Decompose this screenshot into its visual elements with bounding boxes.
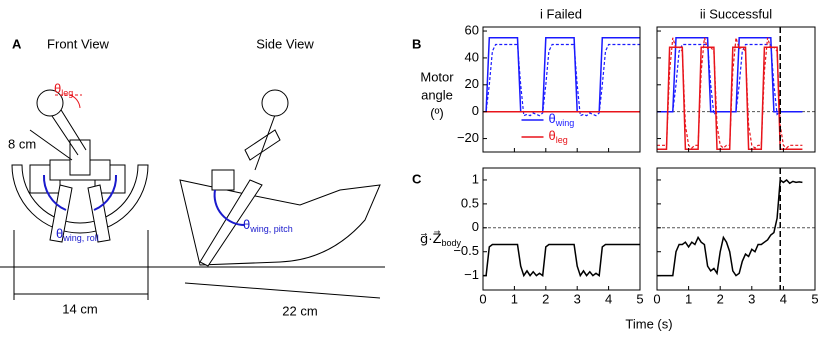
front-body xyxy=(69,139,91,176)
y-label: (º) xyxy=(430,105,443,120)
x-tick-label: 4 xyxy=(780,291,787,306)
leg-angle xyxy=(69,94,81,109)
panel-label: B xyxy=(412,36,421,51)
front-leg xyxy=(47,104,87,156)
symbol: θ xyxy=(549,128,556,143)
symbol: θ xyxy=(54,81,61,96)
series-line xyxy=(657,178,803,277)
view-title: Front View xyxy=(47,36,110,51)
panel-label: C xyxy=(412,171,422,186)
view-title: Side View xyxy=(256,36,314,51)
front-wing xyxy=(49,184,73,243)
roll-arrow xyxy=(42,174,67,211)
y-tick-label: 0.5 xyxy=(461,195,479,210)
x-tick-label: 1 xyxy=(511,291,518,306)
dimension: 14 cm xyxy=(62,301,97,316)
plot-frame xyxy=(656,167,816,291)
roll-arrow xyxy=(93,174,118,211)
symbol: θ xyxy=(56,226,63,241)
symbol: θ xyxy=(549,111,556,126)
y-tick-label: −1 xyxy=(464,267,479,282)
dim-22cm xyxy=(184,282,381,299)
plot-frame xyxy=(656,26,816,153)
side-shell xyxy=(179,179,381,266)
y-tick-label: 1 xyxy=(472,171,479,186)
panel-a-drawing xyxy=(0,89,385,300)
y-label: Motor xyxy=(420,69,454,84)
y-tick-label: −0.5 xyxy=(453,243,479,258)
front-wing xyxy=(87,184,111,243)
expression: g⃗·Z⃗ xyxy=(420,231,442,246)
dimension: 22 cm xyxy=(282,303,317,318)
y-tick-label: 40 xyxy=(465,49,479,64)
front-shell xyxy=(11,164,149,234)
series-line xyxy=(483,37,640,113)
x-tick-label: 3 xyxy=(574,291,581,306)
x-tick-label: 5 xyxy=(636,291,643,306)
dimension: 8 cm xyxy=(8,136,36,151)
theta-leg: θleg xyxy=(54,81,73,98)
subscript: wing, pitch xyxy=(249,224,293,234)
x-label: Time (s) xyxy=(625,316,672,331)
series-line xyxy=(483,43,640,117)
pitch-arrow xyxy=(213,189,246,227)
symbol: θ xyxy=(243,217,250,232)
series-line xyxy=(657,37,803,149)
x-tick-label: 2 xyxy=(542,291,549,306)
side-part xyxy=(211,169,235,191)
panel-label: A xyxy=(12,36,22,51)
subscript: body xyxy=(442,238,462,248)
y-label: angle xyxy=(421,87,453,102)
plot-frame xyxy=(482,26,641,153)
theta-wing-roll: θwing, roll xyxy=(56,226,99,243)
x-tick-label: 5 xyxy=(811,291,818,306)
column-title: ii Successful xyxy=(700,6,772,21)
y-tick-label: 60 xyxy=(465,22,479,37)
legend-entry: θleg xyxy=(549,128,568,145)
dim-8cm xyxy=(29,129,73,161)
x-tick-label: 1 xyxy=(685,291,692,306)
subscript: wing, roll xyxy=(62,233,99,243)
legend-entry: θwing xyxy=(549,111,575,128)
x-tick-label: 4 xyxy=(605,291,612,306)
y-tick-label: −20 xyxy=(457,130,479,145)
y-label: g⃗·Z⃗body xyxy=(420,231,462,248)
subscript: leg xyxy=(61,88,73,98)
x-tick-label: 0 xyxy=(653,291,660,306)
column-title: i Failed xyxy=(540,6,582,21)
plot-frame xyxy=(482,167,641,291)
subscript: wing xyxy=(555,118,575,128)
side-head xyxy=(261,89,289,117)
y-tick-label: 20 xyxy=(465,76,479,91)
side-body xyxy=(244,129,281,161)
x-tick-label: 3 xyxy=(748,291,755,306)
series-line xyxy=(483,243,640,278)
subscript: leg xyxy=(556,135,568,145)
theta-wing-pitch: θwing, pitch xyxy=(243,217,293,234)
x-tick-label: 2 xyxy=(717,291,724,306)
front-head xyxy=(36,89,64,117)
y-tick-label: 0 xyxy=(472,103,479,118)
side-leg xyxy=(254,114,276,171)
x-tick-label: 0 xyxy=(479,291,486,306)
y-tick-label: 0 xyxy=(472,219,479,234)
